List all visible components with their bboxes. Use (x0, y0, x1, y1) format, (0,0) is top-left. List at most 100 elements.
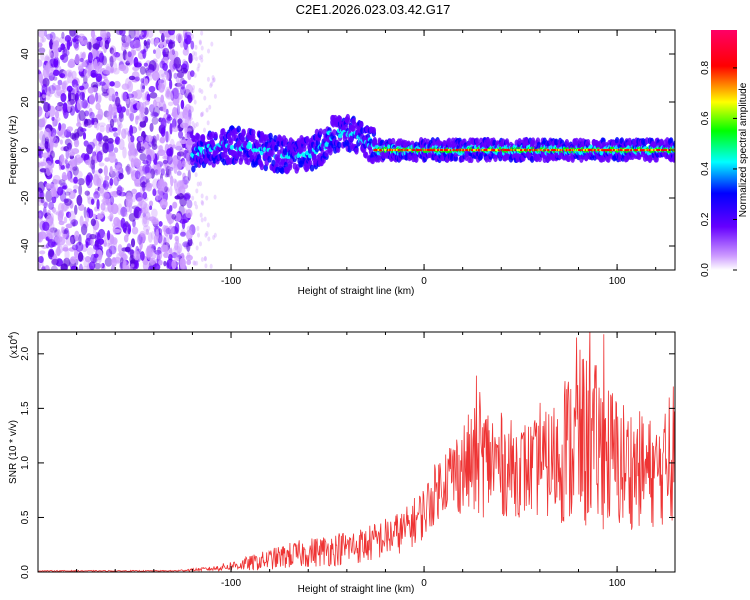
spectrogram-cell (165, 130, 169, 143)
spectrogram-cell (64, 191, 71, 196)
spectrogram-cell (203, 256, 207, 262)
spectrogram-cell (38, 145, 42, 157)
spectrogram-cell (200, 89, 204, 95)
spectrogram-cell (171, 87, 179, 97)
spectrogram-cell (200, 45, 204, 51)
colorbar-tick-label: 0.8 (700, 61, 711, 75)
spectrogram-cell (159, 136, 166, 144)
spectrogram-cell (103, 76, 108, 82)
spectrogram-cell (185, 254, 193, 261)
spectrogram-cell (170, 175, 174, 187)
colorbar-tick-label: 0.0 (700, 263, 711, 277)
colorbar-tick-label: 0.2 (700, 212, 711, 226)
spectrogram-cell (125, 60, 130, 66)
spectrogram-cell (159, 198, 168, 209)
spectrogram-cell (171, 118, 177, 129)
spectrogram-cell (66, 39, 71, 51)
spectrogram-cell (90, 198, 95, 205)
spectrogram-cell (160, 94, 165, 103)
spectrogram-cell (168, 205, 173, 212)
spectrogram-cell (180, 122, 187, 129)
spectrogram-cell (38, 42, 43, 48)
spectrogram-cell (209, 83, 213, 89)
spectrogram-cell (251, 129, 256, 137)
spectrogram-cell (43, 101, 50, 113)
spectrogram-cell (199, 181, 203, 187)
spectrogram-cell (104, 175, 110, 181)
spectrogram-cell (69, 30, 76, 37)
spectrogram-cell (109, 191, 117, 196)
spectrogram-cell (213, 194, 217, 200)
spectrogram-cell (213, 131, 218, 139)
spectrogram-cell (107, 215, 114, 220)
spectrogram-cell (185, 138, 194, 151)
spectrogram-cell (136, 167, 142, 175)
spectrogram-cell (53, 210, 60, 215)
snr-multiplier: (x104) (8, 332, 20, 359)
spectrogram-cell (40, 197, 45, 204)
spectrogram-cell (139, 153, 147, 162)
spectrogram-cell (205, 107, 209, 113)
spectrogram-cell (171, 259, 177, 270)
spectrogram-cell (164, 186, 168, 192)
spectrogram-cell (56, 186, 64, 196)
spectrogram-cell (181, 160, 187, 168)
spectrogram-cell (390, 137, 396, 145)
spectrogram-cell (104, 257, 113, 267)
spectrogram-cell (139, 120, 147, 128)
spectrogram-cell (92, 43, 100, 50)
spectrogram-cell (65, 223, 73, 229)
spectrogram-cell (86, 41, 92, 50)
spectrogram-cell (122, 65, 129, 74)
spectrogram-cell (54, 110, 60, 119)
spectrogram-cell (149, 205, 153, 211)
spectrogram-cell (185, 208, 193, 219)
spectrogram-cell (74, 204, 78, 215)
spectrogram-cell (90, 159, 96, 170)
spectrogram-cell (85, 159, 91, 165)
spectrogram-cell (173, 179, 178, 191)
spectrogram-cell (205, 195, 209, 201)
spectrogram-cell (176, 181, 184, 191)
spectrogram-cell (119, 30, 126, 36)
spectrogram-cell (186, 130, 193, 139)
spectrogram-cell (38, 47, 46, 54)
spectrogram-cell (128, 112, 133, 119)
spectrogram-cell (336, 141, 342, 149)
spectrogram-cell (91, 87, 99, 93)
spectrogram-cell (152, 217, 159, 227)
spectrogram-cell (187, 105, 194, 114)
spectrogram-cell (152, 188, 157, 197)
spectrogram-cell (103, 200, 111, 206)
spectrogram-cell (121, 91, 128, 102)
spectrogram-cell (72, 218, 76, 227)
spectrogram-cell (151, 208, 158, 218)
spectrogram-cell (49, 150, 55, 159)
spectrogram-cell (116, 116, 122, 127)
spectrogram-cell (58, 179, 66, 186)
spectrogram-cell (116, 186, 125, 192)
spectrogram-cell (191, 84, 195, 90)
x-tick-label: 0 (421, 276, 427, 287)
spectrogram-cell (79, 91, 85, 101)
spectrogram-cell (41, 36, 46, 43)
spectrogram-cell (155, 228, 160, 240)
spectrogram-cell (58, 220, 65, 226)
spectrogram-cell (186, 242, 191, 252)
spectrogram-cell (130, 135, 135, 143)
spectrogram-cell (84, 190, 90, 196)
spectrogram-cell (129, 144, 136, 156)
spectrogram-cell (190, 40, 195, 50)
spectrogram-cell (141, 92, 147, 101)
spectrogram-cell (38, 255, 44, 264)
spectrogram-cell (47, 209, 51, 216)
spectrogram-cell (194, 56, 198, 62)
spectrogram-cell (78, 65, 84, 72)
spectrogram-cell (39, 37, 45, 44)
spectrogram-cell (58, 36, 67, 44)
spectrogram-cell (196, 133, 201, 141)
spectrogram-cell (209, 263, 213, 269)
spectrogram-cell (134, 177, 141, 187)
spectrogram-cell (166, 208, 171, 215)
spectrogram-cell (62, 102, 68, 113)
